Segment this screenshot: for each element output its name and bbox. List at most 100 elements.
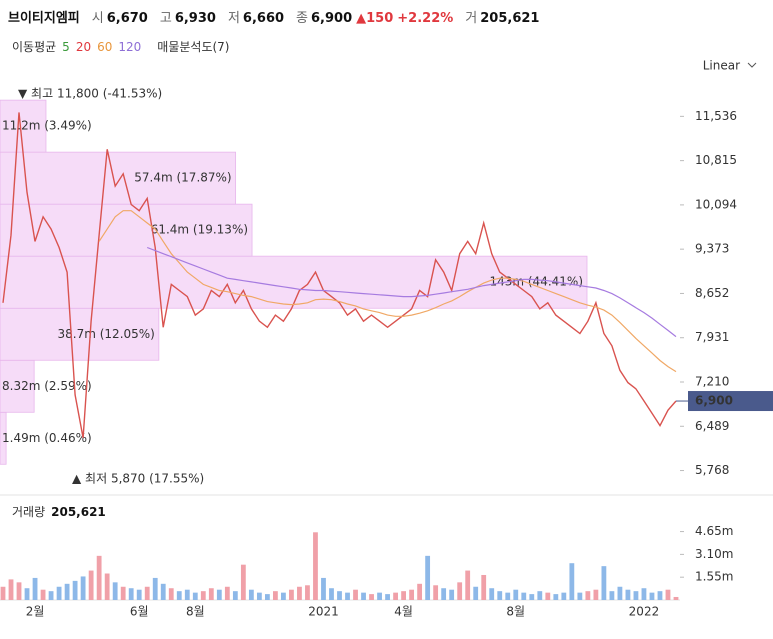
volume-bar [297,586,302,600]
volume-bar [264,594,270,600]
volume-bar [224,586,230,600]
ma-period: 20 [76,40,91,54]
volume-profile-label: 38.7m (12.05%) [58,327,155,341]
volume-bar [24,588,30,600]
volume-bar [433,585,439,600]
volume-bar [377,592,382,600]
volume-bar [232,591,238,600]
volume-bar [16,582,22,600]
volume-profile-bar [0,307,160,361]
volume-bar [256,592,262,600]
volume-profile-label: 57.4m (17.87%) [134,171,231,185]
volume-bar [128,588,134,600]
volume-bar [585,591,591,600]
volume-profile-bar [0,203,253,257]
volume-bar [545,592,551,600]
volume-bar [593,589,599,600]
volume-bar [425,555,431,600]
volume-profile-label: 11.2m (3.49%) [2,119,92,133]
x-tick-label: 2021 [308,605,339,619]
volume-bar [0,586,6,600]
volume-bar [32,577,38,600]
volume-bar [417,583,423,600]
volume-bar [96,555,102,600]
volume-bar [457,582,463,600]
volume-value: 205,621 [480,11,539,26]
volume-bar [449,589,455,600]
stock-name: 브이티지엠피 [8,10,80,26]
volume-bar [577,592,583,600]
volume-bar [561,592,567,600]
volume-bar [56,586,62,600]
volume-bar [569,563,575,600]
header: 브이티지엠피 시 6,670 고 6,930 저 6,660 종 6,900 ▲150 +2.22%… [8,10,539,26]
volume-bar [497,591,503,600]
volume-profile-bar [0,255,588,309]
quote-label: 고 [160,11,172,26]
y-tick-label: 7,931 [695,330,729,344]
volume-bar [112,582,118,600]
volume-profile-label: 61.4m (19.13%) [151,223,248,237]
quote-value: 6,930 [175,11,216,26]
x-tick-label: 8월 [186,605,205,619]
volume-bar [649,592,655,600]
volume-bar [537,591,543,600]
volume-bar [72,580,78,600]
ma-period: 60 [97,40,112,54]
ma-period: 120 [118,40,141,54]
volume-bar [64,583,70,600]
volume-bar [136,589,142,600]
volume-bar [192,592,198,600]
ma-period: 5 [62,40,70,54]
volume-bar [481,574,487,600]
quote-value: 6,900 [311,11,352,26]
dropdown-icon[interactable] [747,62,757,68]
volume-bar [641,588,647,600]
volume-title: 거래량 205,621 [12,505,106,519]
volume-bar [553,594,559,600]
quote-label: 저 [228,11,240,26]
volume-bar [625,589,631,600]
change-pct: +2.22% [397,11,453,26]
high-annotation: ▼ 최고 11,800 (-41.53%) [18,87,162,101]
quote-value: 6,670 [107,11,148,26]
volume-bar [200,591,206,600]
volume-bar [104,573,110,600]
volume-bar [489,588,495,600]
x-tick-label: 4월 [394,605,413,619]
volume-bar [289,589,294,600]
volume-bar [216,589,222,600]
quote-label: 종 [296,11,308,26]
volume-bar [385,594,390,600]
volume-profile-label: 143m (44.41%) [489,275,583,289]
volume-bar [505,592,511,600]
volume-bar [409,589,415,600]
change: ▲150 [356,11,393,26]
scale-mode[interactable]: Linear [703,59,740,73]
last-price-badge [688,391,773,412]
x-tick-label: 2022 [629,605,660,619]
moving-average-line [146,246,677,338]
y-tick-label: 9,373 [695,242,729,256]
volume-bar [168,588,174,600]
volume-bar [633,591,639,600]
y-tick-label: 6,489 [695,419,729,433]
y-tick-label: 10,815 [695,153,737,167]
volume-bar [665,589,671,600]
volume-bar [337,591,342,600]
x-tick-label: 8월 [506,605,525,619]
price-line [2,112,677,439]
volume-bar [345,592,350,600]
volume-profile-label: 8.32m (2.59%) [2,379,92,393]
volume-bar [465,570,471,600]
volume-bar [617,586,623,600]
volume-bar [401,591,406,600]
y-tick-label: 7,210 [695,374,729,388]
volume-bar [361,592,366,600]
volume-bar [601,566,607,600]
volume-bar [441,588,447,600]
last-price-label: 6,900 [695,394,733,408]
volume-bar [248,589,254,600]
quote-label: 시 [92,11,104,26]
